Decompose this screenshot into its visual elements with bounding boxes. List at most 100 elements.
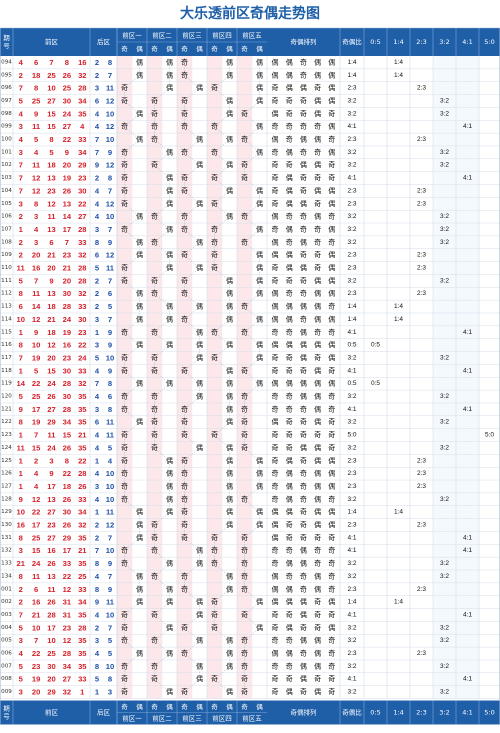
front-number: 25	[78, 572, 87, 581]
front-number: 25	[32, 96, 41, 105]
pattern-char: 奇	[300, 147, 307, 156]
pattern-char: 偶	[314, 404, 321, 413]
front-number: 8	[34, 84, 38, 93]
front-number: 30	[47, 662, 55, 671]
back-number: 7	[108, 186, 112, 195]
zone-even-marker: 偶	[256, 340, 263, 349]
zone-odd-marker: 奇	[241, 494, 248, 503]
pattern-char: 奇	[300, 481, 307, 490]
front-number: 24	[78, 353, 87, 362]
pattern-char: 偶	[328, 96, 335, 105]
header-odd-label: 奇	[241, 44, 248, 53]
pattern-char: 偶	[314, 649, 321, 658]
footer-even-label: 偶	[226, 702, 233, 711]
pattern-char: 偶	[314, 417, 321, 426]
back-number: 7	[95, 379, 99, 388]
front-number: 23	[78, 328, 86, 337]
period-number: 120	[1, 394, 12, 400]
zone-odd-marker: 奇	[121, 224, 128, 233]
front-number: 16	[32, 598, 40, 607]
front-number: 1	[19, 482, 24, 491]
pattern-char: 偶	[314, 212, 321, 221]
footer-odd-label: 奇	[211, 702, 218, 711]
back-number: 5	[108, 636, 113, 645]
pattern-char: 奇	[314, 122, 321, 131]
period-number: 134	[1, 573, 12, 579]
pattern-char: 偶	[314, 57, 321, 66]
zone-odd-marker: 奇	[241, 636, 248, 645]
pattern-char: 偶	[328, 353, 335, 362]
pattern-char: 奇	[300, 289, 307, 298]
zone-even-marker: 偶	[166, 57, 173, 66]
back-number: 6	[108, 289, 112, 298]
back-number: 12	[106, 521, 114, 530]
footer-back-label: 后区	[97, 708, 111, 717]
front-number: 11	[47, 585, 56, 594]
zone-even-marker: 偶	[166, 340, 173, 349]
back-number: 1	[95, 688, 100, 697]
front-number: 27	[47, 405, 55, 414]
pattern-char: 奇	[300, 276, 307, 285]
pattern-char: 奇	[328, 173, 335, 182]
footer-pattern-label: 奇偶排列	[291, 708, 317, 717]
front-number: 25	[63, 84, 72, 93]
zone-odd-marker: 奇	[121, 392, 128, 401]
ratio-distribution-mark: 2:3	[417, 470, 426, 477]
front-number: 1	[80, 688, 85, 697]
back-number: 9	[108, 585, 112, 594]
back-number: 2	[95, 276, 99, 285]
back-number: 2	[95, 289, 99, 298]
front-number: 23	[63, 251, 71, 260]
front-number: 34	[63, 662, 72, 671]
pattern-char: 偶	[286, 584, 293, 593]
front-number: 23	[78, 174, 86, 183]
footer-ratio-column-label: 2:3	[416, 709, 426, 717]
pattern-char: 奇	[314, 674, 321, 683]
front-number: 29	[47, 688, 55, 697]
zone-odd-marker: 奇	[241, 212, 248, 221]
zone-odd-marker: 奇	[181, 147, 188, 156]
pattern-char: 奇	[300, 250, 307, 259]
pattern-char: 奇	[300, 584, 307, 593]
zone-odd-marker: 奇	[121, 366, 128, 375]
zone-even-marker: 偶	[226, 340, 233, 349]
pattern-char: 偶	[286, 623, 293, 632]
front-number: 22	[78, 456, 86, 465]
pattern-char: 奇	[272, 404, 279, 413]
front-number: 18	[63, 482, 71, 491]
footer-zone-label: 前区四	[212, 714, 232, 723]
pattern-char: 偶	[328, 224, 335, 233]
ratio-distribution-mark: 4:1	[463, 175, 472, 182]
zone-odd-marker: 奇	[151, 546, 158, 555]
pattern-char: 偶	[272, 302, 279, 311]
zone-odd-marker: 奇	[181, 494, 188, 503]
zone-even-marker: 偶	[226, 417, 233, 426]
pattern-char: 奇	[286, 237, 293, 246]
pattern-char: 奇	[328, 392, 335, 401]
back-number: 6	[95, 418, 99, 427]
period-number: 131	[1, 535, 12, 541]
period-number: 102	[1, 162, 12, 168]
back-number: 4	[95, 443, 100, 452]
back-number: 9	[108, 366, 112, 375]
front-number: 2	[19, 251, 23, 260]
pattern-char: 奇	[272, 353, 279, 362]
zone-even-marker: 偶	[256, 96, 263, 105]
pattern-char: 奇	[328, 302, 335, 311]
pattern-char: 奇	[286, 289, 293, 298]
zone-odd-marker: 奇	[181, 96, 188, 105]
front-number: 21	[32, 610, 41, 619]
zone-odd-marker: 奇	[241, 237, 248, 246]
zone-even-marker: 偶	[196, 327, 203, 336]
back-number: 12	[106, 199, 114, 208]
table-header	[0, 28, 500, 56]
front-number: 4	[19, 58, 24, 67]
period-number: 094	[1, 59, 12, 65]
front-number: 5	[49, 148, 54, 157]
zone-even-marker: 偶	[196, 160, 203, 169]
pattern-char: 奇	[272, 83, 279, 92]
front-number: 20	[47, 353, 55, 362]
ratio-distribution-mark: 2:3	[417, 85, 426, 92]
zone-odd-marker: 奇	[151, 327, 158, 336]
period-number: 119	[1, 381, 12, 387]
